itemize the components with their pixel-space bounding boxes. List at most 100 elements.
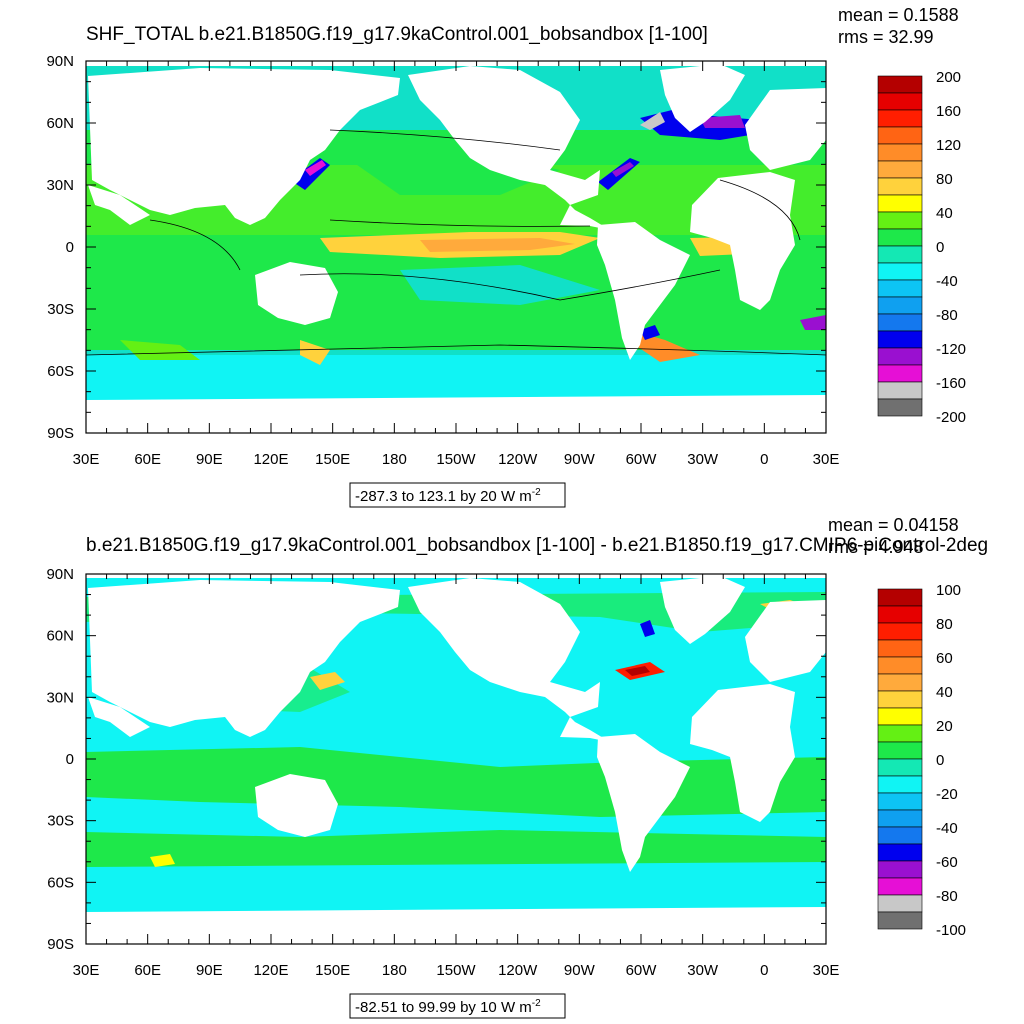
y-tick-label: 90S bbox=[47, 936, 74, 953]
colorbar-label: 20 bbox=[936, 718, 953, 735]
colorbar-label: 120 bbox=[936, 137, 961, 154]
colorbar-box bbox=[877, 724, 923, 743]
colorbar-label: 100 bbox=[936, 582, 961, 599]
x-tick-label: 30W bbox=[687, 451, 719, 468]
colorbar-box bbox=[877, 843, 923, 862]
colorbar-label: -160 bbox=[936, 375, 966, 392]
range-label-box bbox=[349, 482, 566, 508]
colorbar-box bbox=[877, 690, 923, 709]
x-tick-label: 150W bbox=[436, 451, 476, 468]
colorbar-label: -80 bbox=[936, 888, 958, 905]
x-tick-label: 0 bbox=[760, 962, 768, 979]
x-tick-label: 90W bbox=[564, 451, 596, 468]
colorbar-box bbox=[877, 605, 923, 624]
colorbar-box bbox=[877, 228, 923, 247]
colorbar-label: 200 bbox=[936, 69, 961, 86]
colorbar-label: 40 bbox=[936, 684, 953, 701]
colorbar-box bbox=[877, 211, 923, 230]
y-tick-label: 60N bbox=[46, 115, 74, 132]
x-tick-label: 120E bbox=[253, 962, 288, 979]
colorbar-box bbox=[877, 364, 923, 383]
rms-stat: rms = 4.948 bbox=[828, 537, 924, 557]
y-tick-label: 30S bbox=[47, 301, 74, 318]
y-tick-label: 90N bbox=[46, 53, 74, 70]
colorbar-box bbox=[877, 262, 923, 281]
x-tick-label: 30E bbox=[73, 962, 100, 979]
colorbar-box bbox=[877, 381, 923, 400]
colorbar-box bbox=[877, 296, 923, 315]
x-tick-label: 120E bbox=[253, 451, 288, 468]
x-tick-label: 30E bbox=[73, 451, 100, 468]
y-tick-label: 60N bbox=[46, 628, 74, 645]
y-tick-label: 30S bbox=[47, 813, 74, 830]
colorbar-box bbox=[877, 92, 923, 111]
colorbar-box bbox=[877, 75, 923, 94]
range-label: -82.51 to 99.99 by 10 W m-2 bbox=[355, 998, 541, 1016]
rms-stat: rms = 32.99 bbox=[838, 27, 934, 47]
y-axis: 90N 60N 30N 0 30S 60S 90S bbox=[46, 566, 826, 953]
colorbar-box bbox=[877, 639, 923, 658]
x-tick-label: 90W bbox=[564, 962, 596, 979]
colorbar-box bbox=[877, 160, 923, 179]
x-tick-label: 150W bbox=[436, 962, 476, 979]
colorbar-box bbox=[877, 826, 923, 845]
y-tick-label: 60S bbox=[47, 874, 74, 891]
y-tick-label: 60S bbox=[47, 363, 74, 380]
map-panel-1: SHF_TOTAL b.e21.B1850G.f19_g17.9kaContro… bbox=[46, 5, 966, 508]
x-tick-label: 0 bbox=[760, 451, 768, 468]
colorbar-box bbox=[877, 245, 923, 264]
contour-lines bbox=[86, 129, 826, 356]
colorbar-box bbox=[877, 109, 923, 128]
colorbar-box bbox=[877, 588, 923, 607]
colorbar-label: 0 bbox=[936, 752, 944, 769]
colorbar-box bbox=[877, 911, 923, 930]
panel-title: SHF_TOTAL b.e21.B1850G.f19_g17.9kaContro… bbox=[86, 24, 708, 45]
colorbar-box bbox=[877, 809, 923, 828]
colorbar-box bbox=[877, 330, 923, 349]
x-tick-label: 60E bbox=[134, 962, 161, 979]
colorbar-box bbox=[877, 656, 923, 675]
colorbar-label: 40 bbox=[936, 205, 953, 222]
colorbar-box bbox=[877, 792, 923, 811]
x-tick-label: 60W bbox=[626, 962, 658, 979]
range-label-box bbox=[349, 993, 566, 1019]
x-tick-label: 150E bbox=[315, 962, 350, 979]
colorbar-box bbox=[877, 775, 923, 794]
y-tick-label: 30N bbox=[46, 689, 74, 706]
x-tick-label: 180 bbox=[382, 451, 407, 468]
colorbar-box bbox=[877, 313, 923, 332]
colorbar-box bbox=[877, 398, 923, 417]
colorbar-box bbox=[877, 877, 923, 896]
colorbar-label: -40 bbox=[936, 273, 958, 290]
colorbar-box bbox=[877, 673, 923, 692]
y-tick-label: 0 bbox=[66, 239, 74, 256]
colorbar-box bbox=[877, 347, 923, 366]
colorbar-box bbox=[877, 279, 923, 298]
colorbar-box bbox=[877, 622, 923, 641]
y-tick-label: 90S bbox=[47, 425, 74, 442]
colorbar-label: 60 bbox=[936, 650, 953, 667]
map-field bbox=[86, 574, 826, 944]
colorbar-box bbox=[877, 860, 923, 879]
colorbar-label: -80 bbox=[936, 307, 958, 324]
y-axis: 90N 60N 30N 0 30S 60S 90S bbox=[46, 53, 826, 442]
x-axis: 30E 60E 90E 120E 150E 180 150W 120W 90W 60W 30W 0 30… bbox=[73, 574, 839, 979]
colorbar-box bbox=[877, 194, 923, 213]
colorbar-box bbox=[877, 758, 923, 777]
colorbar-label: -60 bbox=[936, 854, 958, 871]
x-tick-label: 120W bbox=[498, 962, 538, 979]
colorbar-label: -120 bbox=[936, 341, 966, 358]
colorbar-box bbox=[877, 707, 923, 726]
x-tick-label: 180 bbox=[382, 962, 407, 979]
x-tick-label: 150E bbox=[315, 451, 350, 468]
colorbar-box bbox=[877, 126, 923, 145]
colorbar-label: 160 bbox=[936, 103, 961, 120]
colorbar-label: -40 bbox=[936, 820, 958, 837]
x-tick-label: 90E bbox=[196, 451, 223, 468]
x-axis: 30E 60E 90E 120E 150E 180 150W 120W 90W 60W 30W 0 30… bbox=[73, 61, 839, 468]
colorbar-box bbox=[877, 177, 923, 196]
colorbar: 200 160 120 80 40 0 -40 -80 -120 -160 -200 bbox=[877, 69, 966, 426]
colorbar-box bbox=[877, 143, 923, 162]
y-tick-label: 0 bbox=[66, 751, 74, 768]
